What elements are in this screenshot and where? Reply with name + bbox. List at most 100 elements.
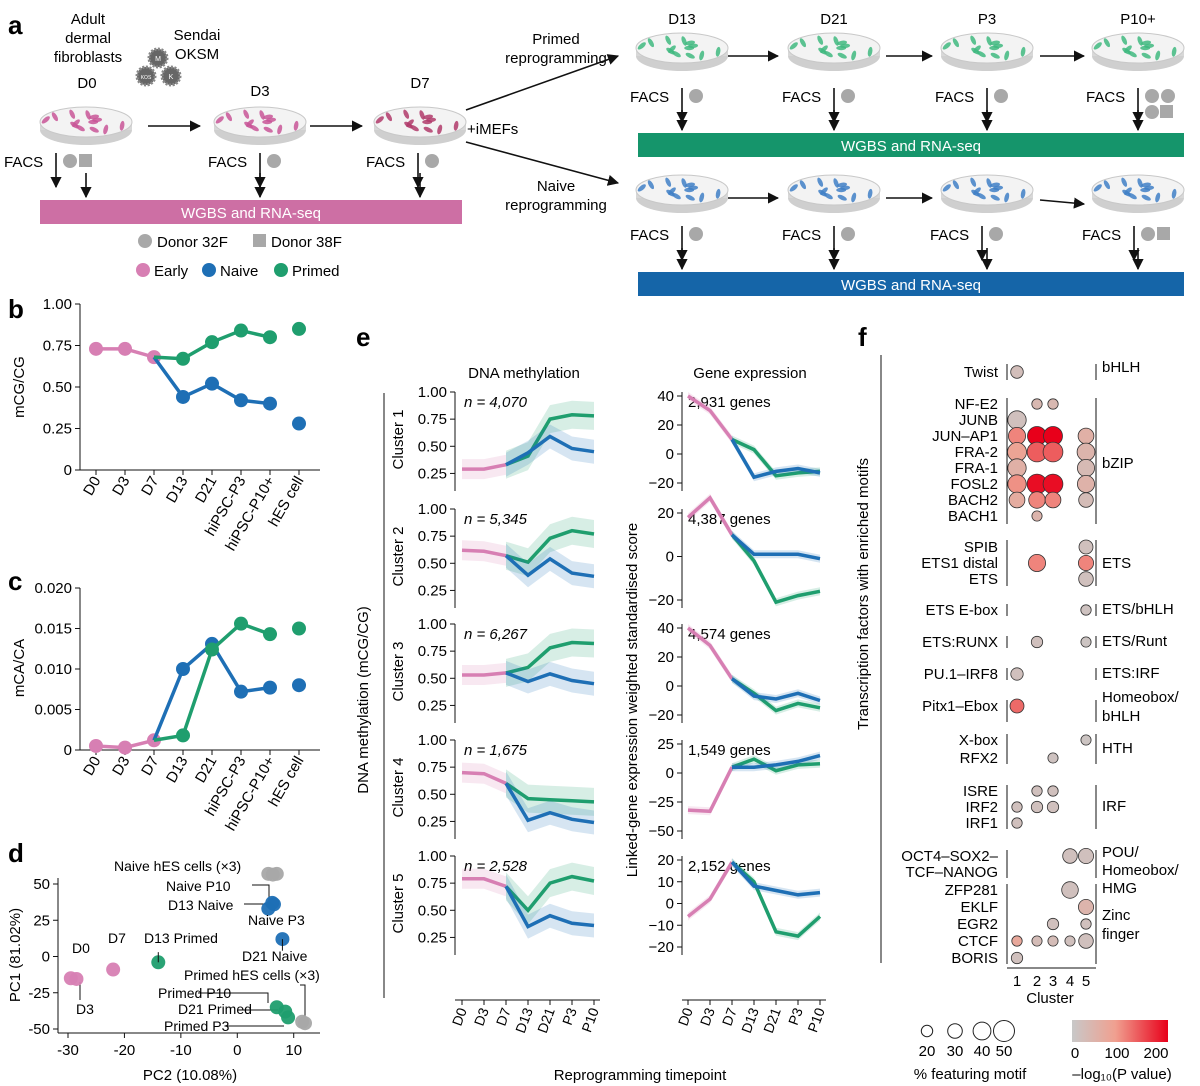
x-tick-label: D21 (192, 754, 220, 786)
meth-naive-ci (506, 660, 594, 696)
tf-label: SPIB (964, 539, 998, 556)
cluster-panel-1: Cluster 1 0.25 0.50 0.75 1.00 n = 4,070 −20 0 20… (390, 384, 821, 492)
early-point (89, 738, 103, 753)
color-legend-label: –log₁₀(P value) (1072, 1066, 1171, 1083)
x-tick-label: -10 (170, 1042, 192, 1059)
size-legend-circle (920, 1024, 934, 1038)
expr-x-tick-label: D21 (760, 1005, 784, 1035)
panel-f-ylabel: Transcription factors with enriched moti… (855, 458, 872, 730)
panel-e-xlabel: Reprogramming timepoint (554, 1067, 727, 1084)
motif-dot (1077, 458, 1096, 477)
dish-d7-cell (375, 116, 384, 124)
family-label: Homeobox/ (1102, 862, 1180, 879)
dish-naive-0-rim (635, 174, 729, 206)
meth-x-tick-label: D13 (512, 1005, 536, 1035)
facs-primed-p10-donor-circle-icon (1145, 105, 1159, 119)
panel-e-title-left: DNA methylation (468, 365, 580, 382)
dish-primed-0-cell (671, 50, 681, 58)
motif-dot (1046, 917, 1060, 931)
day-label-d7: D7 (410, 75, 429, 92)
expr-naive-line (730, 533, 821, 561)
expr-y-tick-label: 20 (657, 505, 674, 522)
tf-label: FRA-1 (955, 460, 998, 477)
y-tick-label: 0.50 (43, 379, 72, 396)
tf-label: ETS (969, 571, 998, 588)
dish-naive-2-cell (952, 180, 960, 190)
dish-d7-cell (385, 112, 393, 122)
dish-naive-3-cell (1155, 192, 1161, 203)
color-legend-tick: 100 (1104, 1045, 1129, 1062)
facs-primed-p10-donor-circle-icon (1161, 89, 1175, 103)
motif-dot (1080, 636, 1092, 648)
family-label: ETS/Runt (1102, 633, 1168, 650)
primed-hes-point (292, 621, 306, 636)
cluster-tick-label: 2 (1033, 973, 1041, 990)
x-tick-label: -30 (57, 1042, 79, 1059)
tf-label: FRA-2 (955, 444, 998, 461)
motif-dot (1042, 473, 1064, 495)
dish-primed-1-cell (837, 52, 847, 59)
dish-naive-1-cell (799, 180, 807, 190)
panel-e-ylabel-left: DNA methylation (mCG/CG) (355, 606, 372, 794)
dish-primed-0-cell (665, 35, 672, 45)
expr-y-tick-label: 20 (657, 649, 674, 666)
expr-naive-line (730, 861, 821, 897)
cluster-n-label: n = 4,070 (464, 394, 528, 411)
dish-d7-cell (437, 124, 443, 135)
meth-y-tick-label: 1.00 (418, 616, 447, 633)
x-tick-label: D13 (163, 474, 191, 506)
y-tick-label: 50 (33, 876, 50, 893)
naive-hes-point (292, 678, 306, 693)
panel-f-plot: TwistNF-E2JUNBJUN–AP1FRA-2FRA-1FOSL2BACH… (901, 359, 1179, 990)
dish-naive-3 (1091, 174, 1185, 213)
x-tick-label: D0 (80, 754, 104, 779)
motif-dot (1007, 474, 1027, 494)
meth-y-tick-label: 0.25 (418, 582, 447, 599)
y-tick-label: 0 (64, 742, 72, 759)
naive-point (263, 396, 277, 411)
early-point (118, 341, 132, 356)
dish-primed-2-cell (990, 52, 1000, 59)
cluster-tick-label: 4 (1066, 973, 1074, 990)
virus-label-2: OKSM (175, 46, 219, 63)
dish-primed-0-cell (715, 46, 721, 57)
imefs-label: +iMEFs (467, 121, 518, 138)
dish-d3-rim (213, 106, 307, 138)
dish-naive-1-cell (823, 192, 833, 200)
motif-dot (1062, 848, 1078, 864)
dish-primed-0-cell (699, 50, 705, 61)
expr-y-tick-label: 25 (657, 736, 674, 753)
tf-label: ETS1 distal (921, 555, 998, 572)
cluster-label: Cluster 3 (390, 641, 407, 701)
dish-naive-2-cell (970, 177, 977, 187)
expr-y-tick-label: −20 (649, 475, 674, 492)
expr-primed-line (731, 757, 821, 773)
panel-c-ylabel: mCA/CA (11, 639, 28, 697)
dish-primed-2-cell (970, 35, 977, 45)
pc-point-label: Naive P10 (166, 878, 231, 894)
naive-point (234, 393, 248, 408)
expr-y-tick-label: −20 (649, 592, 674, 609)
expr-x-tick-label: D3 (697, 1005, 718, 1027)
size-legend-circle (947, 1023, 963, 1039)
cluster-n-label: n = 5,345 (464, 511, 528, 528)
day-label-d13: D13 (668, 11, 696, 28)
tf-label: ISRE (963, 783, 998, 800)
dish-primed-3-cell (1171, 46, 1177, 57)
dish-d0-cell (41, 116, 50, 124)
meth-x-tick-label: P10 (578, 1005, 602, 1034)
x-tick-label: D7 (138, 754, 162, 779)
legend-naive-icon (202, 263, 216, 277)
virus-label-1: Sendai (174, 27, 221, 44)
family-label: Homeobox/ (1102, 689, 1180, 706)
dish-naive-1-cell (851, 192, 857, 203)
dish-d3-cell (243, 109, 250, 119)
naive-route-1: Naive (537, 178, 575, 195)
donor-square-label: Donor 38F (271, 234, 342, 251)
dish-naive-3-cell (1141, 194, 1151, 201)
primed-hes-point (292, 321, 306, 336)
panel-letter-f: f (858, 322, 867, 352)
motif-dot (1078, 539, 1094, 555)
day-label-d21: D21 (820, 11, 848, 28)
